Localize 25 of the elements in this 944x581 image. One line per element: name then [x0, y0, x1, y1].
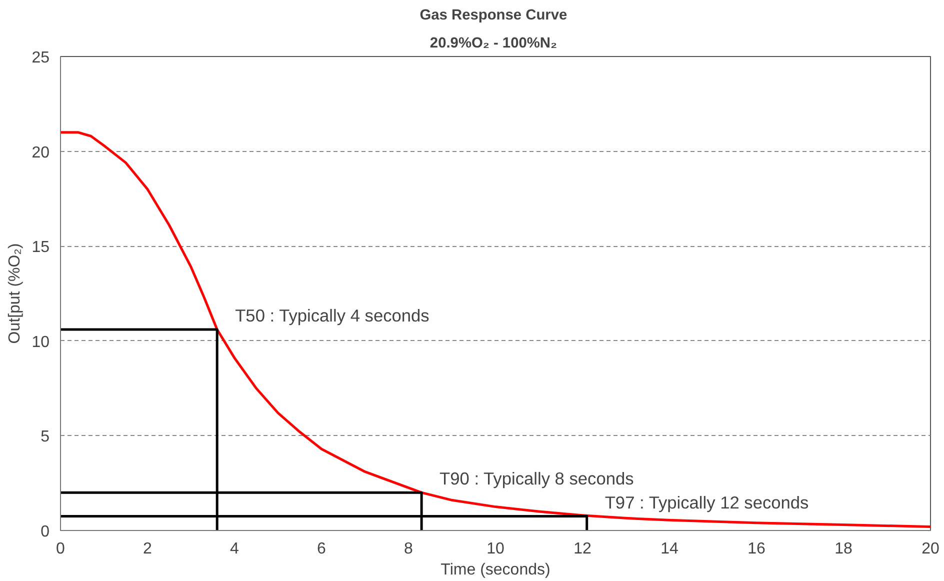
annotation: T90 : Typically 8 seconds [440, 468, 634, 489]
x-tick-label: 20 [922, 540, 940, 558]
y-tick-label: 10 [32, 334, 50, 351]
x-tick-label: 8 [404, 540, 414, 558]
chart-subtitle: 20.9%O₂ - 100%N₂ [430, 36, 558, 52]
y-tick-label: 15 [32, 239, 50, 256]
annotation: T97 : Typically 12 seconds [604, 492, 810, 512]
x-tick-label: 18 [834, 540, 852, 558]
x-tick-label: 12 [574, 540, 592, 558]
x-tick-label: 14 [660, 540, 678, 558]
x-tick-label: 6 [317, 540, 326, 558]
annotation: T50 : Typically 4 seconds [235, 306, 430, 326]
x-tick-label: 16 [748, 540, 766, 558]
x-tick-label: 0 [56, 540, 66, 558]
chart-title: Gas Response Curve [420, 8, 568, 24]
x-tick-label: 4 [230, 540, 240, 558]
y-tick-label: 0 [40, 524, 50, 540]
y-tick-label: 5 [40, 428, 50, 446]
y-tick-label: 20 [32, 144, 50, 162]
x-axis-title: Time (seconds) [440, 562, 550, 578]
y-tick-label: 25 [32, 50, 50, 66]
x-tick-label: 2 [143, 540, 152, 558]
line-series [60, 131, 930, 528]
x-tick-label: 10 [486, 540, 504, 558]
y-axis-title: Out[put (%O₂) [6, 243, 24, 344]
